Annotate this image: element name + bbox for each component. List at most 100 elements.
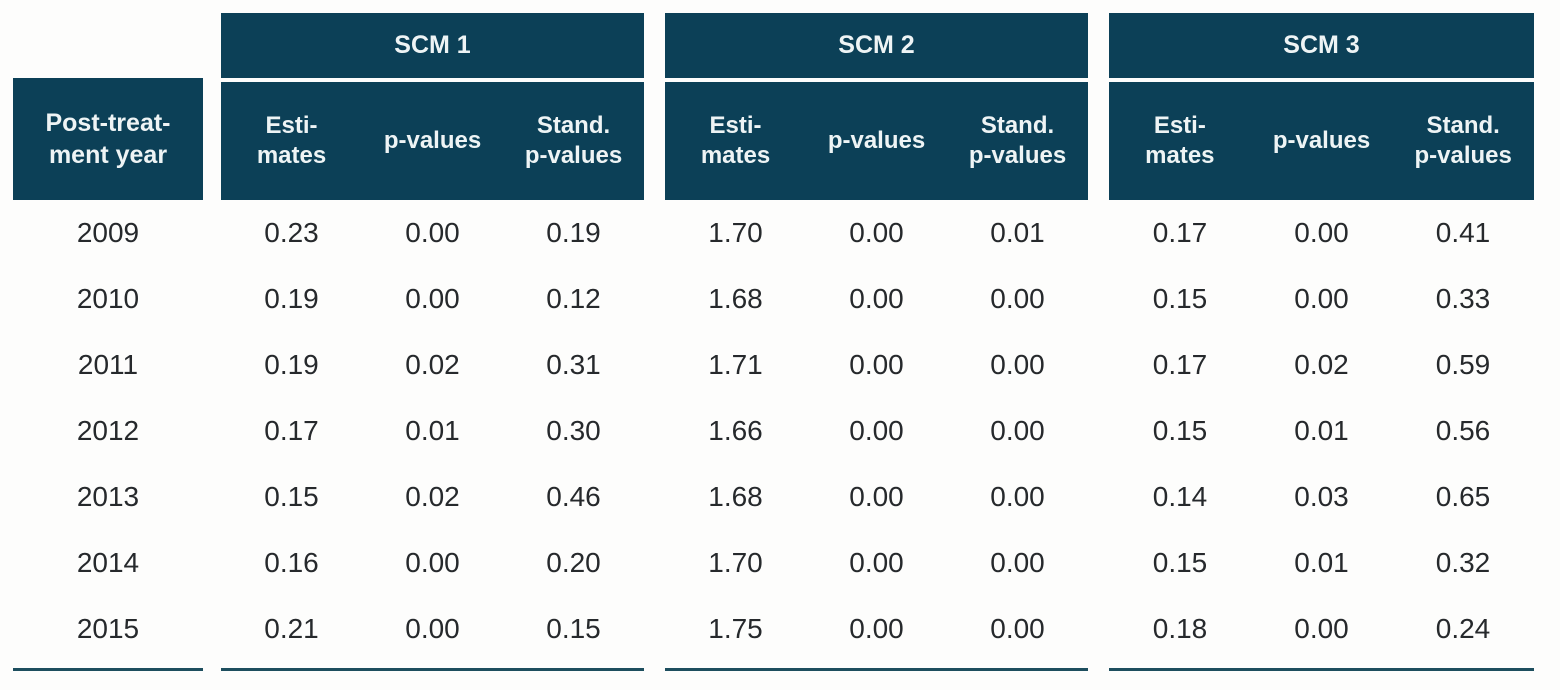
value-cell: 0.33: [1435, 283, 1491, 314]
value-cell: 0.03: [1294, 481, 1349, 512]
year-cell: 2015: [76, 613, 140, 644]
column-header-line: p-values: [968, 142, 1067, 169]
value-cell: 0.00: [849, 349, 904, 380]
bottom-rule-scm1: [221, 668, 644, 671]
value-cell: 0.24: [1435, 613, 1491, 644]
value-cell: 1.75: [708, 613, 763, 644]
value-cell: 0.00: [1294, 613, 1349, 644]
value-cell: 0.02: [405, 481, 460, 512]
value-cell: 0.17: [1152, 217, 1208, 248]
value-cell: 0.17: [264, 415, 319, 446]
value-cell: 0.00: [849, 283, 904, 314]
column-header-line: p-values: [1414, 142, 1512, 169]
year-cell: 2011: [77, 349, 139, 380]
value-cell: 0.00: [849, 415, 904, 446]
group-header-scm1: SCM 1: [221, 13, 644, 78]
value-cell: 0.46: [546, 481, 601, 512]
column-header-estimates: Esti- mates: [665, 82, 806, 200]
subheader-scm3: Esti- mates p-values Stand. p-values: [1109, 82, 1534, 200]
value-cell: 0.14: [1152, 481, 1208, 512]
group-title: SCM 1: [394, 31, 471, 59]
value-cell: 0.32: [1435, 547, 1491, 578]
value-cell: 0.20: [546, 547, 601, 578]
column-header-line: p-values: [827, 127, 926, 154]
value-cell: 0.21: [264, 613, 319, 644]
column-header-stand-p-values: Stand. p-values: [503, 82, 644, 200]
value-cell: 0.15: [1152, 283, 1208, 314]
value-cell: 0.65: [1435, 481, 1491, 512]
value-cell: 0.15: [546, 613, 601, 644]
value-cell: 1.71: [708, 349, 763, 380]
value-cell: 1.70: [708, 217, 763, 248]
value-cell: 0.00: [990, 349, 1045, 380]
group-title: SCM 3: [1283, 31, 1360, 59]
value-cell: 0.00: [990, 283, 1045, 314]
value-cell: 1.68: [708, 481, 763, 512]
column-header-p-values: p-values: [806, 82, 947, 200]
value-cell: 0.00: [405, 613, 460, 644]
value-cell: 1.68: [708, 283, 763, 314]
year-column-header: Post-treat- ment year: [13, 78, 203, 200]
column-header-line: Esti-: [265, 112, 318, 139]
value-cell: 0.12: [546, 283, 601, 314]
value-cell: 0.01: [405, 415, 460, 446]
value-cell: 0.02: [1294, 349, 1349, 380]
column-header-estimates: Esti- mates: [1109, 82, 1251, 200]
group-header-scm3: SCM 3: [1109, 13, 1534, 78]
subheader-scm2: Esti- mates p-values Stand. p-values: [665, 82, 1088, 200]
column-header-p-values: p-values: [1251, 82, 1393, 200]
value-cell: 0.00: [849, 547, 904, 578]
value-cell: 0.00: [405, 283, 460, 314]
value-cell: 0.00: [990, 415, 1045, 446]
year-cell: 2009: [76, 217, 140, 248]
value-cell: 0.00: [849, 217, 904, 248]
value-cell: 0.00: [405, 217, 460, 248]
results-table: SCM 1 SCM 2 SCM 3 Post-treat- ment year …: [13, 13, 1534, 671]
column-header-line: mates: [256, 142, 327, 169]
year-header-line1: Post-treat-: [45, 109, 171, 137]
value-cell: 0.31: [546, 349, 601, 380]
value-cell: 0.15: [1152, 547, 1208, 578]
year-cell: 2013: [76, 481, 140, 512]
year-cell: 2010: [76, 283, 140, 314]
value-cell: 0.00: [990, 613, 1045, 644]
value-cell: 0.30: [546, 415, 601, 446]
group-title: SCM 2: [838, 31, 915, 59]
value-cell: 0.15: [1152, 415, 1208, 446]
value-cell: 0.17: [1152, 349, 1208, 380]
value-cell: 0.00: [849, 481, 904, 512]
value-cell: 0.16: [264, 547, 319, 578]
column-header-line: p-values: [1272, 127, 1371, 154]
value-cell: 0.23: [264, 217, 319, 248]
value-cell: 0.01: [1294, 415, 1349, 446]
value-cell: 0.15: [264, 481, 319, 512]
year-cell: 2012: [76, 415, 140, 446]
value-cell: 0.00: [1294, 283, 1349, 314]
value-cell: 0.56: [1435, 415, 1491, 446]
column-header-line: p-values: [383, 127, 482, 154]
value-cell: 0.00: [849, 613, 904, 644]
year-header-line2: ment year: [48, 141, 168, 169]
value-cell: 0.00: [1294, 217, 1349, 248]
value-cell: 0.00: [990, 547, 1045, 578]
value-cell: 1.70: [708, 547, 763, 578]
bottom-rule-year: [13, 668, 203, 671]
bottom-rule-scm3: [1109, 668, 1534, 671]
value-cell: 0.00: [990, 481, 1045, 512]
column-header-line: Stand.: [980, 112, 1055, 139]
column-header-line: mates: [1145, 142, 1215, 169]
column-header-p-values: p-values: [362, 82, 503, 200]
value-cell: 0.19: [546, 217, 601, 248]
value-cell: 0.41: [1435, 217, 1491, 248]
subheader-scm1: Esti- mates p-values Stand. p-values: [221, 82, 644, 200]
column-header-stand-p-values: Stand. p-values: [947, 82, 1088, 200]
bottom-rule-scm2: [665, 668, 1088, 671]
column-header-line: p-values: [524, 142, 623, 169]
group-header-scm2: SCM 2: [665, 13, 1088, 78]
column-header-line: mates: [700, 142, 771, 169]
value-cell: 0.01: [990, 217, 1045, 248]
column-header-line: Esti-: [1153, 112, 1206, 139]
column-header-stand-p-values: Stand. p-values: [1392, 82, 1534, 200]
value-cell: 0.01: [1294, 547, 1349, 578]
